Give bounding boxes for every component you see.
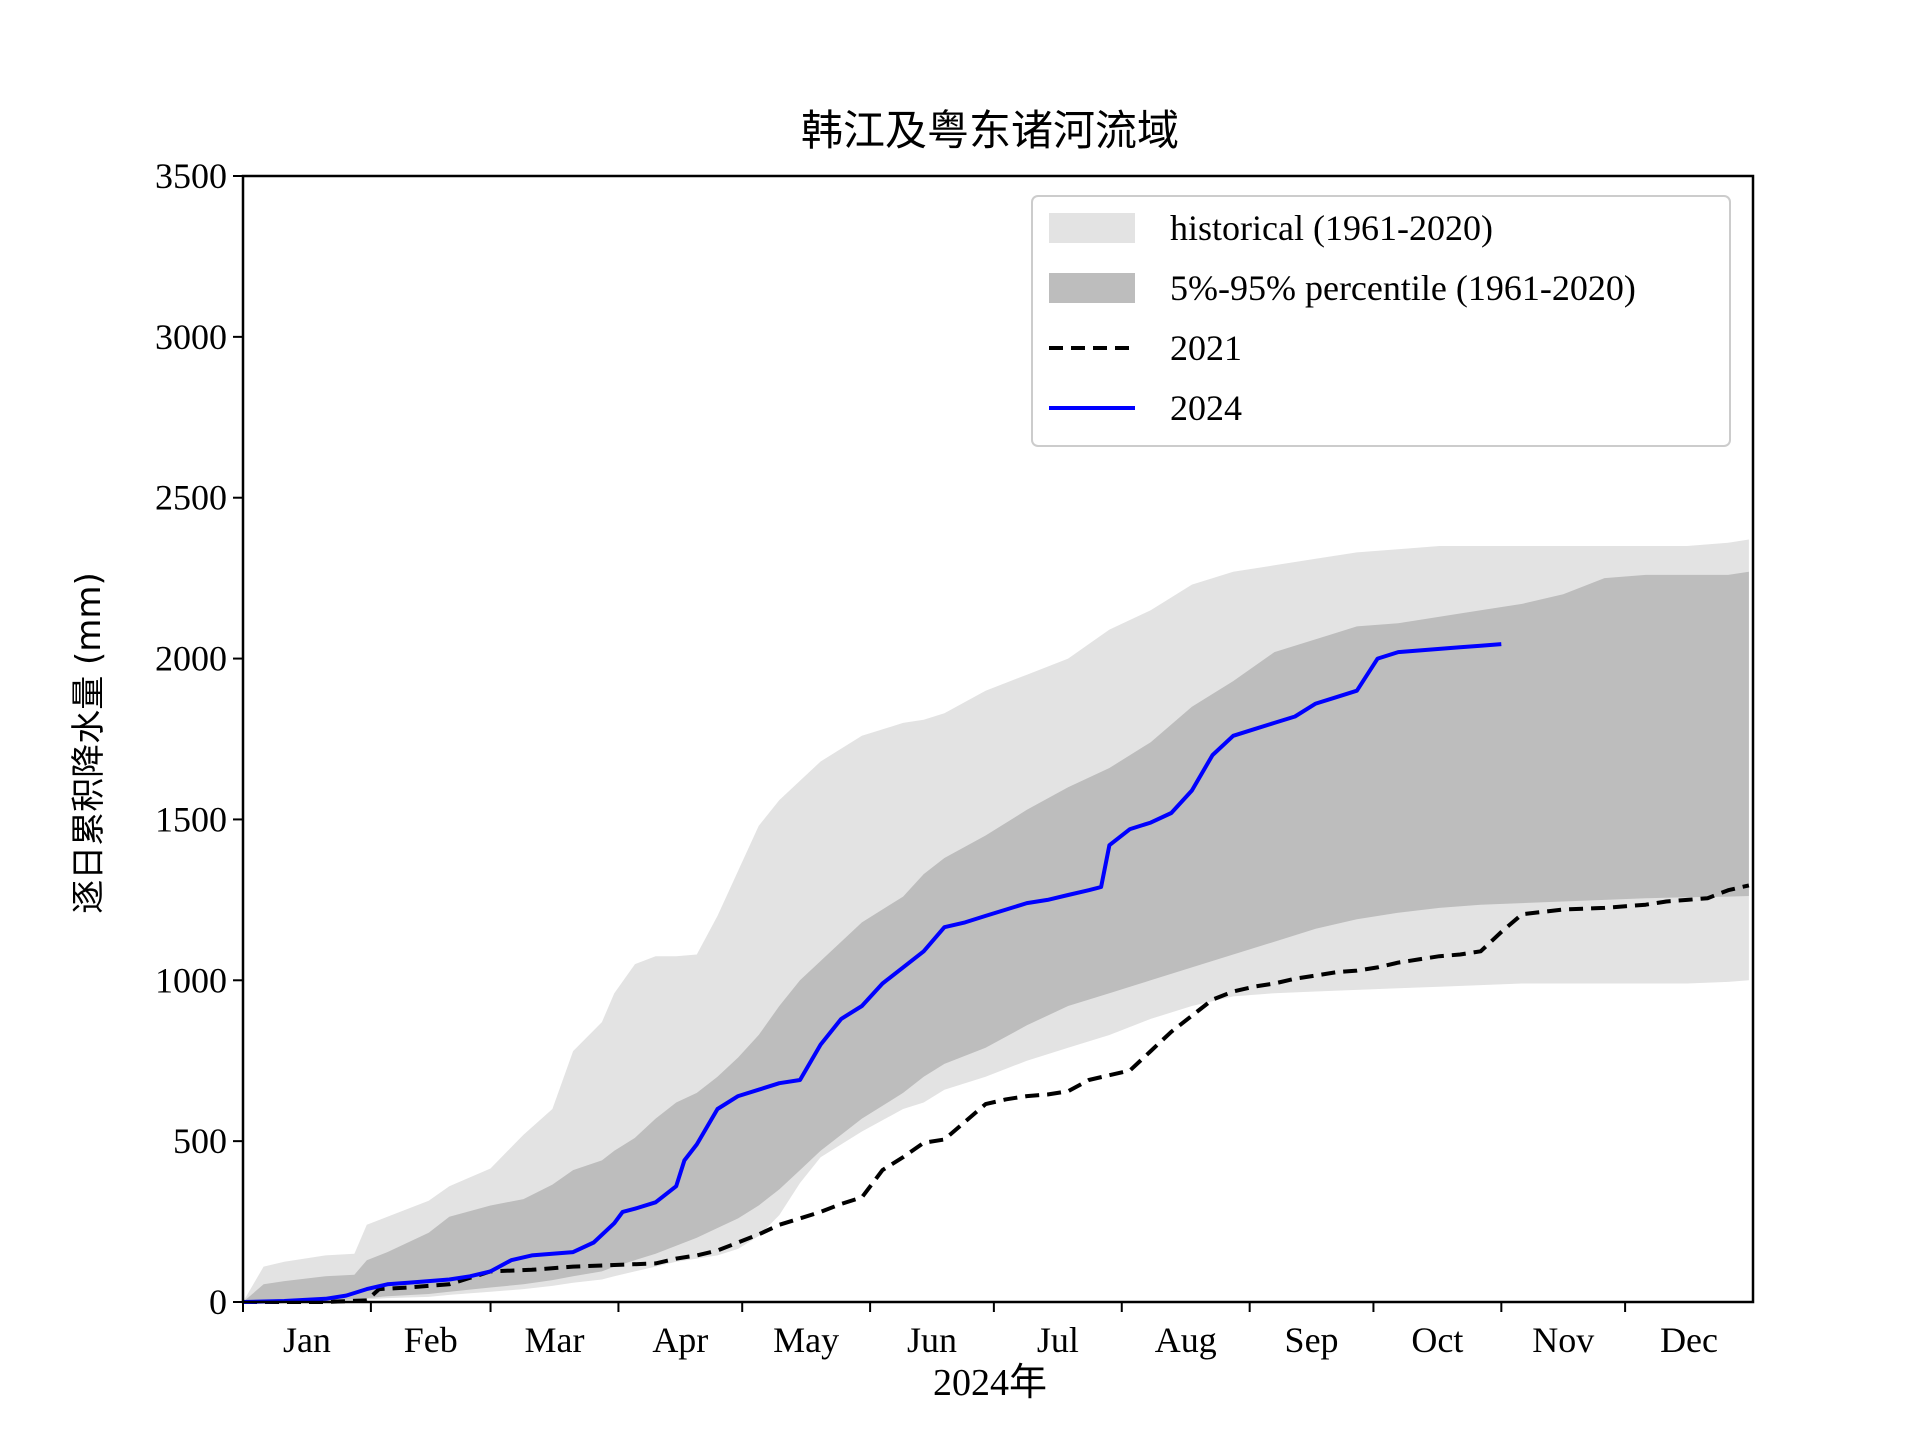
y-tick-label: 0 (209, 1282, 227, 1322)
x-axis-label: 2024年 (933, 1362, 1047, 1404)
x-tick-label: Mar (524, 1320, 584, 1360)
plot-area (242, 539, 1750, 1304)
y-tick-label: 1500 (155, 799, 227, 839)
y-tick-label: 2500 (155, 478, 227, 518)
x-tick-label: Jun (907, 1320, 957, 1360)
legend-label: 2021 (1170, 328, 1242, 368)
y-tick-label: 500 (173, 1121, 227, 1161)
x-tick-label: Nov (1532, 1320, 1594, 1360)
y-tick-label: 3500 (155, 156, 227, 196)
band-percentile-5-95 (243, 571, 1749, 1302)
chart-title: 韩江及粤东诸河流域 (801, 106, 1179, 155)
x-tick-label: Jul (1037, 1320, 1079, 1360)
x-tick-label: Aug (1155, 1320, 1217, 1360)
legend: historical (1961-2020) 5%-95% percentile … (1031, 195, 1731, 447)
legend-box (1031, 195, 1731, 447)
x-tick-label: Oct (1411, 1320, 1463, 1360)
x-tick-label: Sep (1285, 1320, 1339, 1360)
axes: 0 500 1000 1500 2000 2500 3000 3500 Jan Feb Mar Apr… (155, 156, 1755, 1360)
y-axis-label: 逐日累积降水量 (mm) (69, 572, 109, 914)
x-tick-label: Apr (652, 1320, 708, 1360)
y-tick-label: 1000 (155, 960, 227, 1000)
x-tick-label: Feb (404, 1320, 458, 1360)
x-tick-label: May (773, 1320, 839, 1360)
legend-label: 5%-95% percentile (1961-2020) (1170, 268, 1636, 308)
x-tick-label: Jan (283, 1320, 331, 1360)
y-tick-label: 3000 (155, 317, 227, 357)
series-line-2021 (243, 883, 1750, 1304)
legend-label: historical (1961-2020) (1170, 208, 1493, 248)
y-tick-label: 2000 (155, 639, 227, 679)
legend-swatch (1049, 273, 1135, 303)
x-tick-label: Dec (1660, 1320, 1718, 1360)
series-line-2024 (242, 642, 1502, 1304)
plot-frame (241, 174, 1755, 1304)
legend-label: 2024 (1170, 388, 1242, 428)
legend-swatch (1049, 213, 1135, 243)
